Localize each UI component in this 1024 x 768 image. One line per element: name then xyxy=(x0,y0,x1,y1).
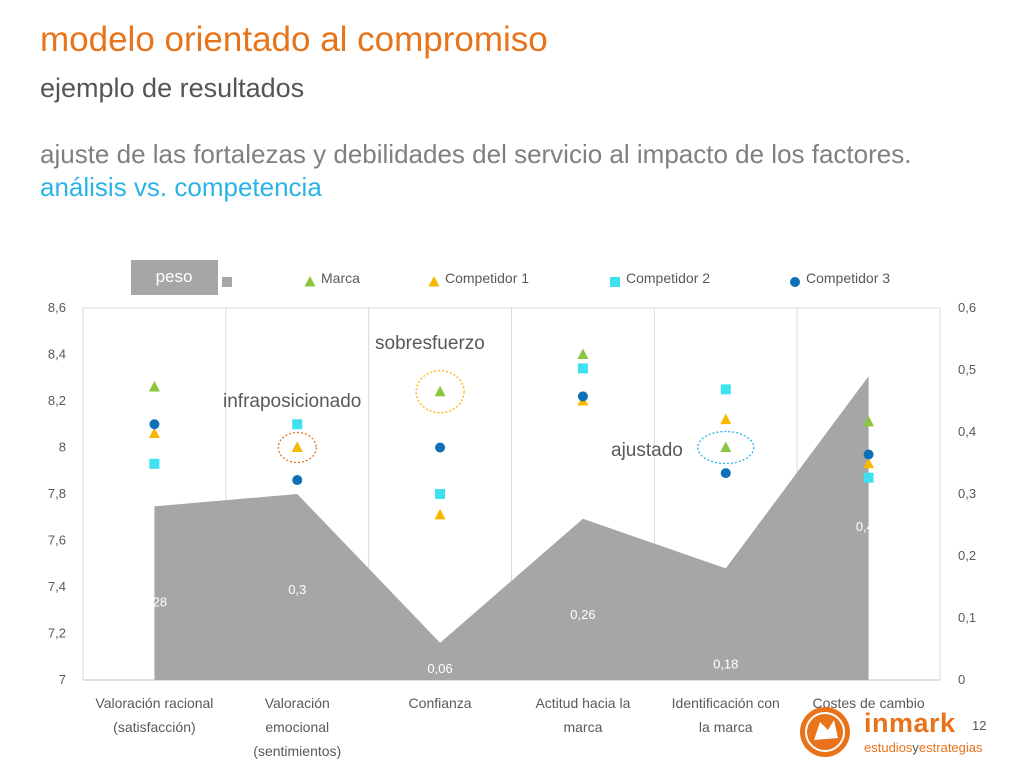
x-tick-label: emocional xyxy=(265,719,329,735)
area-data-label: 0,49 xyxy=(856,519,881,534)
annotation-sobresfuerzo: sobresfuerzo xyxy=(375,333,485,354)
x-tick-label: (sentimientos) xyxy=(253,743,341,759)
legend-label: Marca xyxy=(321,270,360,286)
marker-competidor-3 xyxy=(149,419,160,430)
marker-marca xyxy=(148,381,160,392)
legend-label: Competidor 3 xyxy=(806,270,890,286)
marker-competidor-2 xyxy=(720,384,731,395)
annotation-ajustado: ajustado xyxy=(611,440,683,461)
x-tick-label: marca xyxy=(563,719,602,735)
area-peso xyxy=(154,376,869,680)
annotation-circle xyxy=(415,370,465,414)
x-tick-label: Costes de cambio xyxy=(813,695,925,711)
logo-tagline-a: estudios xyxy=(864,740,913,755)
marker-competidor-1 xyxy=(863,457,875,469)
description-accent: análisis vs. competencia xyxy=(40,172,322,202)
marker-competidor-3 xyxy=(292,475,303,486)
y-right-tick-label: 0 xyxy=(958,672,965,687)
marker-competidor-1 xyxy=(720,413,732,425)
marker-marca xyxy=(720,441,732,452)
y-right-tick-label: 0,2 xyxy=(958,548,976,563)
legend-label: Competidor 2 xyxy=(626,270,710,286)
y-left-tick-label: 7,4 xyxy=(48,579,66,594)
y-right-tick-label: 0,5 xyxy=(958,362,976,377)
marker-competidor-3 xyxy=(720,468,731,479)
y-left-tick-label: 7 xyxy=(59,672,66,687)
slide-subtitle: ejemplo de resultados xyxy=(40,73,305,103)
x-tick-label: (satisfacción) xyxy=(113,719,195,735)
x-tick-label: Valoración racional xyxy=(95,695,213,711)
legend-peso-swatch xyxy=(222,277,232,287)
slide-description: ajuste de las fortalezas y debilidades d… xyxy=(40,138,1000,204)
y-left-tick-label: 7,6 xyxy=(48,533,66,548)
logo-tagline-y: y xyxy=(912,740,919,755)
marker-competidor-2 xyxy=(577,363,588,374)
y-left-tick-label: 7,8 xyxy=(48,486,66,501)
legend-marker xyxy=(304,276,316,287)
area-data-label: 0,18 xyxy=(713,656,738,671)
y-left-tick-label: 8,4 xyxy=(48,347,66,362)
page-number: 12 xyxy=(972,718,987,733)
annotation-circle xyxy=(277,431,317,464)
x-tick-label: la marca xyxy=(699,719,753,735)
marker-competidor-2 xyxy=(149,458,160,469)
x-tick-label: Actitud hacia la xyxy=(535,695,630,711)
legend-peso-label: peso xyxy=(156,267,193,286)
logo-name: inmark xyxy=(864,708,956,738)
area-data-label: 0,28 xyxy=(142,594,167,609)
area-data-label: 0,06 xyxy=(427,661,452,676)
annotation-infraposicionado: infraposicionado xyxy=(223,391,361,412)
marker-marca xyxy=(434,385,446,397)
marker-competidor-1 xyxy=(434,508,446,520)
legend-marker xyxy=(428,276,440,287)
logo-tagline-b: estrategias xyxy=(918,740,983,755)
marker-competidor-3 xyxy=(863,449,874,460)
marker-competidor-2 xyxy=(863,472,874,483)
y-right-tick-label: 0,3 xyxy=(958,486,976,501)
y-left-tick-label: 8 xyxy=(59,440,66,455)
marker-competidor-3 xyxy=(435,442,446,453)
y-left-tick-label: 8,6 xyxy=(48,300,66,315)
slide-title: modelo orientado al compromiso xyxy=(40,20,548,59)
legend-marker xyxy=(790,277,800,287)
area-data-label: 0,26 xyxy=(570,607,595,622)
y-right-tick-label: 0,1 xyxy=(958,610,976,625)
logo-tagline: estudiosyestrategias xyxy=(864,740,983,755)
marker-competidor-2 xyxy=(435,489,446,499)
annotation-circle xyxy=(697,430,755,465)
marker-competidor-2 xyxy=(292,419,303,430)
legend-label: Competidor 1 xyxy=(445,270,529,286)
inmark-logo-icon xyxy=(800,707,850,757)
area-data-label: 0,3 xyxy=(288,582,306,597)
marker-competidor-1 xyxy=(148,427,160,439)
legend-peso-box xyxy=(131,260,218,295)
marker-marca xyxy=(577,348,589,359)
description-main: ajuste de las fortalezas y debilidades d… xyxy=(40,139,912,169)
x-tick-label: Confianza xyxy=(409,695,472,711)
marker-marca xyxy=(863,415,875,427)
y-right-tick-label: 0,4 xyxy=(958,424,976,439)
x-tick-label: Valoración xyxy=(265,695,330,711)
marker-competidor-3 xyxy=(577,391,588,402)
legend-marker xyxy=(610,277,620,287)
x-tick-label: Identificación con xyxy=(672,695,780,711)
y-left-tick-label: 7,2 xyxy=(48,626,66,641)
marker-competidor-1 xyxy=(291,441,303,452)
y-right-tick-label: 0,6 xyxy=(958,300,976,315)
y-left-tick-label: 8,2 xyxy=(48,393,66,408)
